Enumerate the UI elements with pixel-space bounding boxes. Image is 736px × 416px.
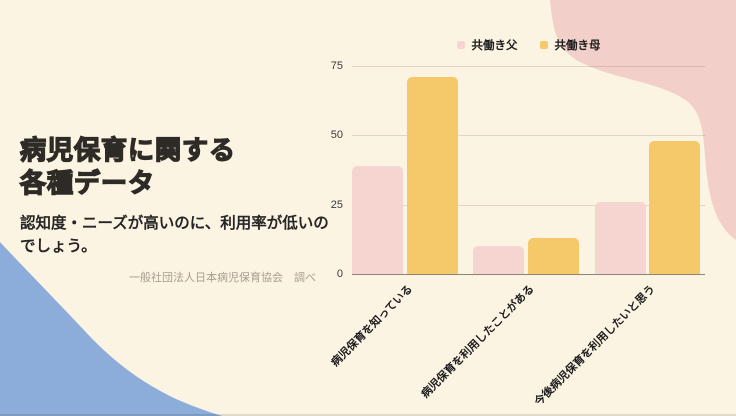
pink-blob-decoration: [550, 0, 736, 240]
source-note: 一般社団法人日本病児保育協会 調べ: [129, 272, 316, 284]
bar-共働き母-病児保育を利用したことがある: [528, 237, 579, 274]
y-axis-tick-label: 0: [336, 268, 343, 280]
bar-共働き父-病児保育を知っている: [352, 165, 403, 274]
bar-共働き父-今後病児保育を利用したいと思う: [594, 201, 646, 274]
legend-item: 共働き父: [456, 37, 518, 53]
blue-blob-decoration: [0, 242, 222, 416]
y-axis-tick-label: 50: [330, 129, 343, 142]
legend-item: 共働き母: [539, 37, 601, 53]
y-axis-tick-label: 25: [330, 198, 343, 211]
legend-swatch-icon: [539, 41, 548, 49]
bar-共働き父-病児保育を利用したことがある: [473, 246, 525, 274]
legend-swatch-icon: [456, 41, 465, 49]
gridline: [352, 66, 705, 67]
chart-legend: 共働き父 共働き母: [352, 37, 705, 53]
page-title: 病児保育に関する 各種データ: [19, 134, 340, 200]
legend-label: 共働き母: [554, 40, 601, 52]
bar-共働き母-今後病児保育を利用したいと思う: [649, 140, 701, 274]
bar-chart-plot-area: 0 25 50 75 病児保育を知っている 病児保育を利用したことがある 今後病児保育を利用…: [330, 60, 705, 408]
x-axis-line: [352, 273, 705, 275]
subtitle: 認知度・ニーズが高いのに、利用率が低いのでしょう。: [20, 215, 329, 256]
bar-共働き母-病児保育を知っている: [406, 77, 458, 274]
page-title-line-1: 病児保育に関する: [19, 134, 237, 165]
gridline: [352, 204, 705, 206]
y-axis-tick-label: 75: [330, 60, 343, 72]
gridline: [352, 135, 705, 137]
page-title-line-2: 各種データ: [19, 167, 156, 198]
legend-label: 共働き父: [471, 40, 518, 52]
